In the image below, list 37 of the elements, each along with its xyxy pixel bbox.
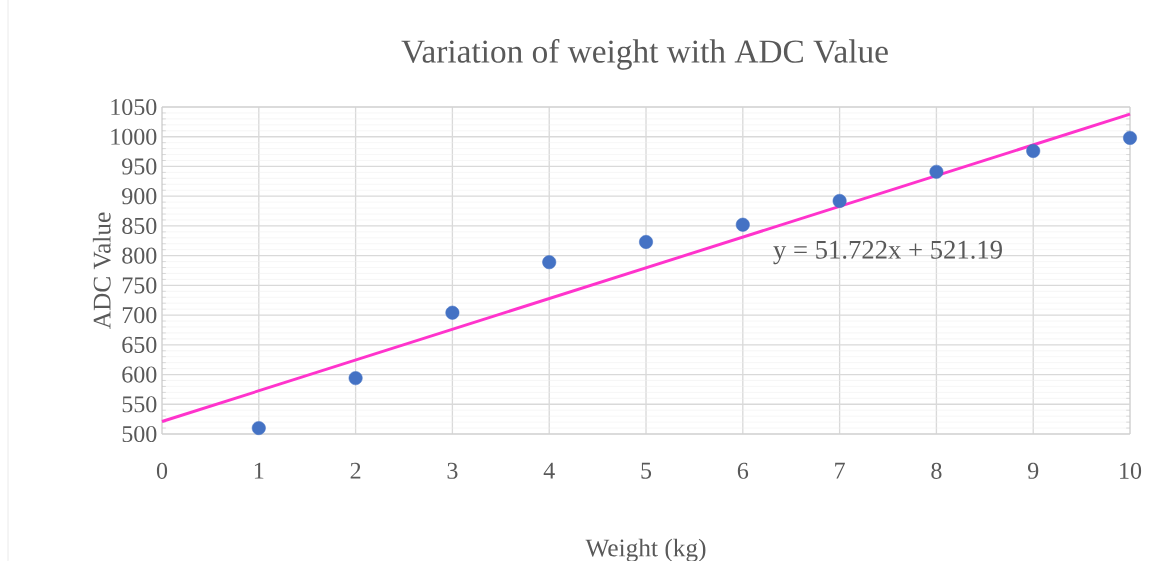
x-tick-label: 4 [543, 462, 555, 479]
x-tick-label: 0 [156, 462, 168, 479]
point [639, 235, 653, 249]
x-tick-label: 1 [254, 462, 264, 479]
y-tick-label: 1050 [111, 98, 157, 116]
y-tick-label: 850 [122, 217, 157, 234]
point [445, 305, 460, 320]
y-tick-label: 650 [122, 336, 157, 353]
y-axis-title: ADC Value [92, 212, 111, 329]
x-tick-label: 3 [447, 462, 458, 479]
y-tick-label: 700 [122, 307, 157, 324]
point [1123, 130, 1137, 145]
x-tick-label: 5 [641, 462, 652, 479]
x-tick-label: 6 [737, 462, 749, 479]
x-tick-label: 8 [931, 462, 942, 479]
y-tick-label: 950 [122, 158, 157, 175]
y-tick-label: 550 [122, 396, 157, 413]
x-tick-label: 7 [835, 462, 845, 479]
annotation: y = 51.722x + 521.19 [773, 240, 1002, 265]
y-tick-label: 800 [122, 247, 157, 264]
point [1026, 144, 1041, 158]
y-tick-label: 750 [122, 277, 157, 294]
y-tick-label: 500 [122, 425, 157, 443]
x-tick-label: 10 [1120, 462, 1142, 479]
point [735, 217, 750, 232]
point [929, 164, 944, 179]
chart-title: Variation of weight with ADC Value [401, 39, 888, 70]
y-tick-label: 1000 [111, 128, 157, 145]
y-tick-label: 600 [122, 366, 157, 383]
x-tick-label: 9 [1027, 462, 1039, 479]
x-tick-label: 2 [350, 462, 361, 479]
y-tick-label: 900 [122, 188, 157, 205]
point [251, 421, 266, 435]
x-axis-title: Weight (kg) [585, 538, 706, 561]
point [542, 255, 557, 270]
point [348, 371, 363, 386]
point [832, 194, 847, 208]
